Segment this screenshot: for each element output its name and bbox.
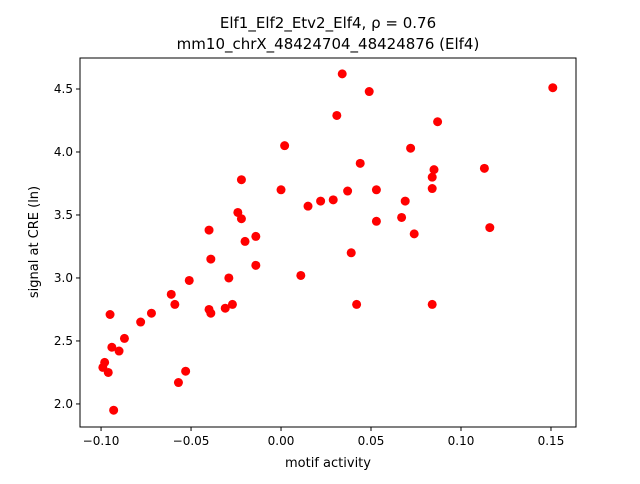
data-point (109, 405, 119, 415)
data-point (352, 299, 362, 309)
data-point (103, 367, 113, 377)
data-point (316, 196, 326, 206)
data-point (346, 248, 356, 258)
data-point (406, 143, 416, 153)
data-point (427, 299, 437, 309)
x-tick-label: 0.10 (448, 434, 475, 448)
data-point (427, 172, 437, 182)
data-point (328, 195, 338, 205)
data-point (343, 186, 353, 196)
data-point (400, 196, 410, 206)
data-point (429, 165, 439, 175)
data-point (280, 141, 290, 151)
data-point (251, 231, 261, 241)
data-point (548, 83, 558, 93)
points-layer (98, 69, 558, 415)
data-point (114, 346, 124, 356)
y-axis: 2.0 2.5 3.0 3.5 4.0 4.5 (54, 82, 80, 411)
x-tick-label: −0.10 (83, 434, 120, 448)
chart-title-line2: mm10_chrX_48424704_48424876 (Elf4) (177, 35, 480, 54)
data-point (166, 289, 176, 299)
data-point (220, 303, 230, 313)
y-tick-label: 3.5 (54, 208, 73, 222)
data-point (355, 158, 365, 168)
data-point (107, 342, 117, 352)
data-point (296, 270, 306, 280)
data-point (364, 87, 374, 97)
data-point (206, 254, 216, 264)
data-point (427, 184, 437, 194)
data-point (136, 317, 146, 327)
y-tick-label: 2.0 (54, 397, 73, 411)
data-point (227, 299, 237, 309)
data-point (371, 216, 381, 226)
data-point (276, 185, 286, 195)
data-point (170, 299, 180, 309)
data-point (251, 260, 261, 270)
data-point (337, 69, 347, 79)
x-tick-label: 0.00 (268, 434, 295, 448)
data-point (146, 308, 156, 318)
y-tick-label: 4.5 (54, 82, 73, 96)
data-point (236, 175, 246, 185)
y-tick-label: 3.0 (54, 271, 73, 285)
data-point (332, 110, 342, 120)
y-tick-label: 2.5 (54, 334, 73, 348)
data-point (224, 273, 234, 283)
data-point (303, 201, 313, 211)
data-point (206, 308, 216, 318)
data-point (479, 163, 489, 173)
chart-title-line1: Elf1_Elf2_Etv2_Elf4, ρ = 0.76 (220, 14, 436, 33)
data-point (485, 223, 495, 233)
data-point (181, 366, 191, 376)
data-point (409, 229, 419, 239)
x-tick-label: 0.05 (358, 434, 385, 448)
data-point (371, 185, 381, 195)
x-tick-label: 0.15 (538, 434, 565, 448)
y-tick-label: 4.0 (54, 145, 73, 159)
data-point (119, 333, 129, 343)
data-point (204, 225, 214, 235)
x-axis: −0.10 −0.05 0.00 0.05 0.10 0.15 (83, 427, 565, 448)
data-point (240, 236, 250, 246)
data-point (433, 117, 443, 127)
y-axis-label: signal at CRE (ln) (27, 186, 42, 298)
x-tick-label: −0.05 (173, 434, 210, 448)
data-point (236, 214, 246, 224)
data-point (397, 212, 407, 222)
axes-frame (79, 57, 577, 428)
data-point (184, 275, 194, 285)
data-point (105, 309, 115, 319)
x-axis-label: motif activity (285, 456, 371, 471)
data-point (173, 378, 183, 388)
